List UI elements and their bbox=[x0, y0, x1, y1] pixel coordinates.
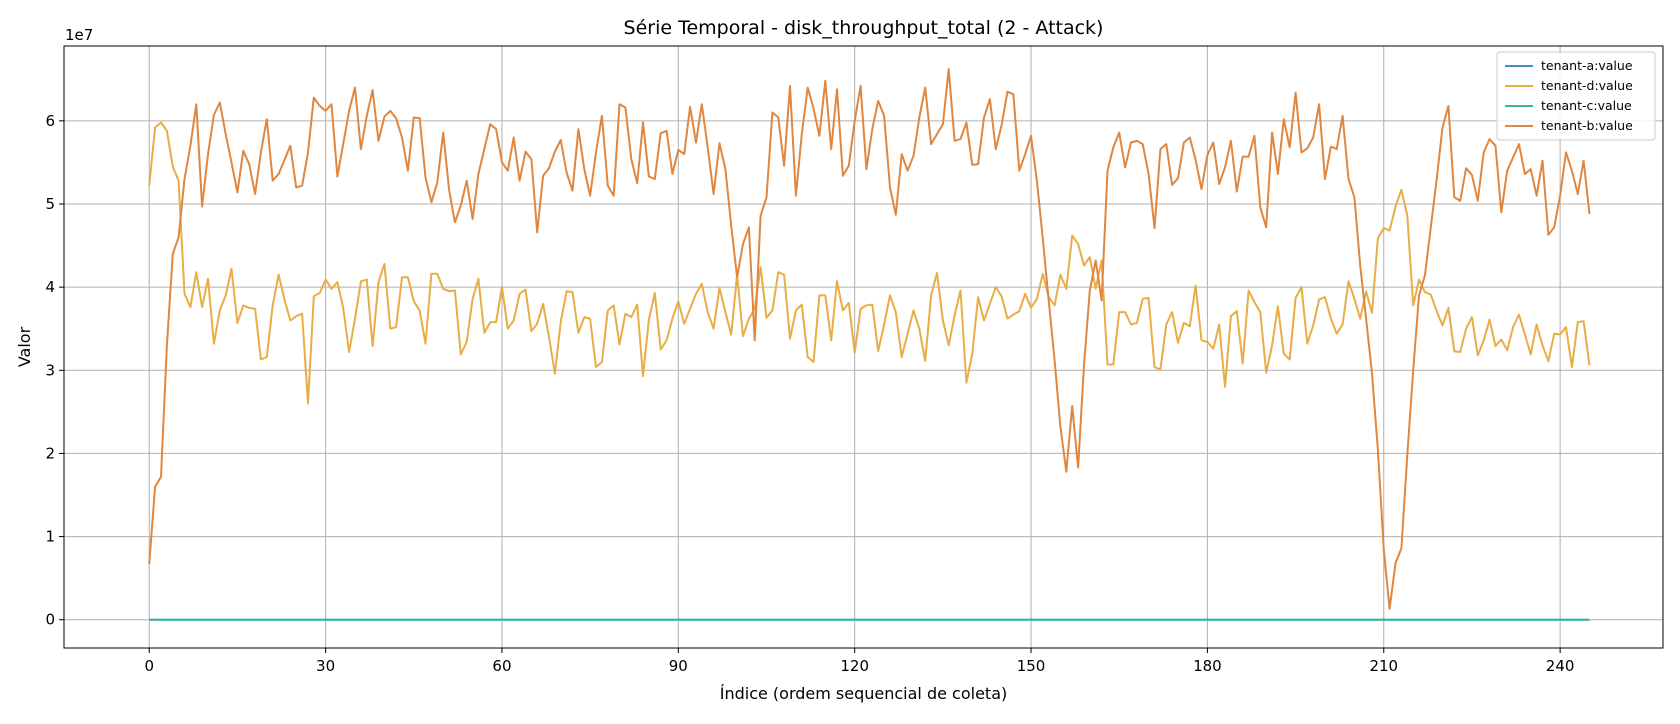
x-axis-label: Índice (ordem sequencial de coleta) bbox=[720, 684, 1008, 703]
plot-frame bbox=[63, 45, 1664, 649]
x-tick-label: 0 bbox=[144, 657, 154, 675]
legend-label: tenant-d:value bbox=[1541, 78, 1633, 93]
y-tick-label: 0 bbox=[45, 611, 55, 629]
x-tick-label: 210 bbox=[1369, 657, 1398, 675]
chart-title: Série Temporal - disk_throughput_total (… bbox=[624, 17, 1104, 39]
y-axis-label: Valor bbox=[15, 326, 34, 367]
legend-label: tenant-a:value bbox=[1541, 58, 1633, 73]
y-tick-label: 4 bbox=[45, 278, 55, 296]
x-tick-label: 240 bbox=[1546, 657, 1575, 675]
axis-ticks: 0 30 60 90 120 150 180 210 240 0 1 2 3 4 5 6 bbox=[45, 112, 1574, 675]
legend-box bbox=[1496, 51, 1656, 141]
x-tick-label: 90 bbox=[669, 657, 688, 675]
x-tick-label: 150 bbox=[1017, 657, 1046, 675]
y-axis-offset-label: 1e7 bbox=[65, 26, 93, 44]
y-tick-label: 3 bbox=[45, 361, 55, 379]
y-tick-label: 2 bbox=[45, 444, 55, 462]
y-tick-label: 5 bbox=[45, 195, 55, 213]
legend: tenant-a:value tenant-d:value tenant-c:val… bbox=[1496, 51, 1656, 141]
legend-label: tenant-b:value bbox=[1541, 118, 1633, 133]
series-line-tenant-b-value bbox=[148, 68, 1591, 610]
x-tick-label: 120 bbox=[840, 657, 869, 675]
x-tick-label: 180 bbox=[1193, 657, 1222, 675]
x-tick-label: 30 bbox=[316, 657, 335, 675]
y-tick-label: 1 bbox=[45, 528, 55, 546]
x-tick-label: 60 bbox=[492, 657, 511, 675]
series-lines bbox=[148, 68, 1591, 621]
y-tick-label: 6 bbox=[45, 112, 55, 130]
legend-label: tenant-c:value bbox=[1541, 98, 1632, 113]
series-line-tenant-d-value bbox=[148, 121, 1591, 405]
